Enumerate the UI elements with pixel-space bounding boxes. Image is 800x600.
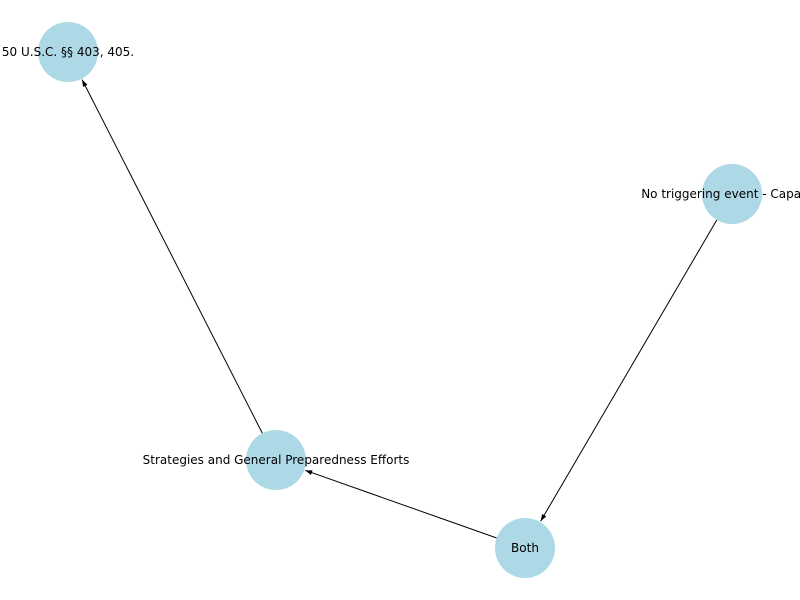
node-circle bbox=[702, 164, 762, 224]
edge-n3-to-n1 bbox=[81, 79, 263, 434]
node-label: 50 U.S.C. §§ 403, 405. bbox=[2, 45, 134, 59]
node-label: No triggering event - Capacity bbox=[641, 187, 800, 201]
edge-n4-to-n3 bbox=[305, 469, 497, 539]
node-circle bbox=[38, 22, 98, 82]
node-n2: No triggering event - Capacity bbox=[641, 164, 800, 224]
edge-n2-to-n4 bbox=[540, 219, 718, 522]
edge-layer bbox=[81, 79, 718, 539]
node-n4: Both bbox=[495, 518, 555, 578]
node-circle bbox=[246, 430, 306, 490]
node-n1: 50 U.S.C. §§ 403, 405. bbox=[2, 22, 134, 82]
node-circle bbox=[495, 518, 555, 578]
node-label: Both bbox=[511, 541, 539, 555]
node-label: Strategies and General Preparedness Effo… bbox=[143, 453, 410, 467]
node-layer: 50 U.S.C. §§ 403, 405. No triggering even… bbox=[2, 22, 800, 578]
node-n3: Strategies and General Preparedness Effo… bbox=[143, 430, 410, 490]
